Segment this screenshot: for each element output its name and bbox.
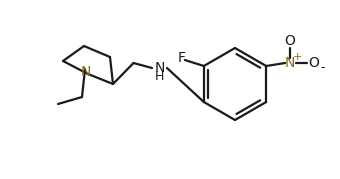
- Text: O: O: [309, 56, 320, 70]
- Text: F: F: [178, 51, 186, 65]
- Text: +: +: [292, 52, 302, 62]
- Text: -: -: [320, 62, 324, 74]
- Text: N: N: [285, 56, 295, 70]
- Text: N: N: [81, 65, 91, 79]
- Text: H: H: [154, 69, 164, 83]
- Text: O: O: [285, 34, 295, 48]
- Text: N: N: [155, 61, 165, 75]
